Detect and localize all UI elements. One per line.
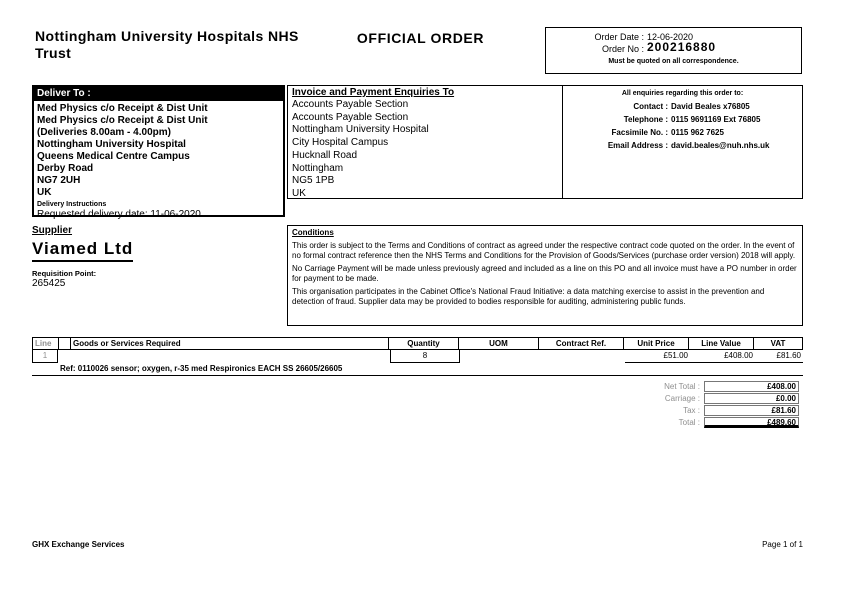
enquiries-heading: All enquiries regarding this order to: [621,90,744,97]
enquiry-telephone-row: Telephone : 0115 9691169 Ext 76805 [565,113,800,126]
deliver-address-line: Nottingham University Hospital [37,139,186,150]
deliver-address-line: (Deliveries 8.00am - 4.00pm) [37,127,171,138]
telephone-label: Telephone : [623,115,668,124]
enquiry-facsimile-row: Facsimile No. : 0115 962 7625 [565,126,800,139]
item-unit-price: £51.00 [625,350,690,363]
supplier-label: Supplier [32,225,73,236]
conditions-paragraph: This organisation participates in the Ca… [292,287,765,306]
conditions-paragraph: No Carriage Payment will be made unless … [292,264,797,283]
supplier-name: Viamed Ltd [32,239,134,262]
col-header-line-value: Line Value [689,338,754,349]
delivery-instructions-label: Delivery Instructions [37,201,107,208]
item-description-row: Ref: 0110026 sensor; oxygen, r-35 med Re… [32,363,803,376]
invoice-address-line: Accounts Payable Section [292,111,409,123]
enquiries-column: All enquiries regarding this order to: C… [563,86,802,198]
order-number-value: 200216880 [647,40,717,54]
email-label: Email Address : [607,141,668,150]
organisation-name: Nottingham University Hospitals NHS Trus… [35,28,299,61]
facsimile-value: 0115 962 7625 [671,128,724,137]
deliver-to-address: Med Physics c/o Receipt & Dist Unit Med … [34,101,283,199]
facsimile-label: Facsimile No. : [611,128,668,137]
order-date-row: Order Date : 12-06-2020 [546,31,801,43]
invoice-address-line: Nottingham University Hospital [292,124,429,136]
invoice-address-line: Nottingham [292,162,344,174]
item-quantity: 8 [390,350,460,363]
telephone-value: 0115 9691169 Ext 76805 [671,115,761,124]
deliver-address-line: Derby Road [37,163,94,174]
conditions-section: Conditions This order is subject to the … [287,225,803,326]
net-total-label: Net Total : [664,382,700,391]
items-table-header: Line Goods or Services Required Quantity… [32,337,803,350]
net-total-row: Net Total : £408.00 [540,381,803,392]
requisition-point-label: Requisition Point: [32,269,97,278]
item-goods-cell [70,350,390,363]
item-vat: £81.60 [755,350,803,363]
net-total-value: £408.00 [704,381,799,392]
item-line-value: £408.00 [690,350,755,363]
deliver-to-title: Deliver To : [34,87,283,101]
deliver-address-line: UK [37,187,52,198]
grand-total-value: £489.60 [704,417,799,428]
enquiry-contact-row: Contact : David Beales x76805 [565,100,800,113]
invoice-address-line: City Hospital Campus [292,137,389,149]
tax-label: Tax : [683,406,700,415]
col-header-goods: Goods or Services Required [71,338,389,349]
item-spacer-cell [58,350,70,363]
enquiry-email-row: Email Address : david.beales@nuh.nhs.uk [565,139,800,152]
col-header-quantity: Quantity [389,338,459,349]
contact-label: Contact : [633,102,668,111]
grand-total-row: Total : £489.60 [540,417,803,428]
item-contract-ref [540,350,625,363]
invoice-address-line: Accounts Payable Section [292,99,409,110]
item-description: Ref: 0110026 sensor; oxygen, r-35 med Re… [60,364,343,373]
order-number-row: Order No : 200216880 [546,40,801,55]
deliver-address-line: Queens Medical Centre Campus [37,151,190,162]
item-uom [460,350,540,363]
order-date-label: Order Date : [594,32,644,42]
grand-total-label: Total : [678,418,700,427]
deliver-to-section: Deliver To : Med Physics c/o Receipt & D… [32,85,285,220]
conditions-paragraph: This order is subject to the Terms and C… [292,241,796,260]
invoice-address-column: Invoice and Payment Enquiries To Account… [288,86,563,199]
carriage-label: Carriage : [664,394,700,403]
col-header-contract-ref: Contract Ref. [539,338,624,349]
conditions-title: Conditions [292,228,334,237]
order-date-value: 12-06-2020 [647,32,694,42]
order-quote-note: Must be quoted on all correspondence. [608,58,739,65]
col-header-vat: VAT [770,339,786,348]
carriage-value: £0.00 [704,393,799,404]
requisition-point-value: 265425 [32,278,66,289]
item-line-number: 1 [32,350,58,363]
invoice-address-line: UK [292,187,306,199]
email-value: david.beales@nuh.nhs.uk [671,141,770,150]
deliver-address-line: Med Physics c/o Receipt & Dist Unit [37,103,208,114]
items-table: Line Goods or Services Required Quantity… [32,337,803,376]
col-header-unit-price: Unit Price [624,338,689,349]
invoice-address-line: NG5 1PB [292,175,335,187]
invoice-to-title: Invoice and Payment Enquiries To [292,87,455,98]
order-reference-box: Order Date : 12-06-2020 Order No : 20021… [545,27,802,74]
footer-service-name: GHX Exchange Services [32,540,125,549]
col-header-line: Line [33,338,59,349]
col-header-uom: UOM [459,338,539,349]
document-title: OFFICIAL ORDER [356,30,485,46]
table-row: 1 8 £51.00 £408.00 £81.60 [32,350,803,363]
carriage-row: Carriage : £0.00 [540,393,803,404]
contact-value: David Beales x76805 [671,102,750,111]
deliver-address-line: Med Physics c/o Receipt & Dist Unit [37,115,208,126]
requested-delivery-date: Requested delivery date: 11-06-2020 [37,209,201,220]
col-header-spacer [59,338,71,349]
footer-page-number: Page 1 of 1 [762,540,803,549]
order-number-label: Order No : [601,44,644,54]
deliver-address-line: NG7 2UH [37,175,81,186]
tax-value: £81.60 [704,405,799,416]
invoice-enquiries-section: Invoice and Payment Enquiries To Account… [287,85,803,199]
invoice-address-line: Hucknall Road [292,149,358,161]
totals-section: Net Total : £408.00 Carriage : £0.00 Tax… [540,381,803,429]
tax-row: Tax : £81.60 [540,405,803,416]
